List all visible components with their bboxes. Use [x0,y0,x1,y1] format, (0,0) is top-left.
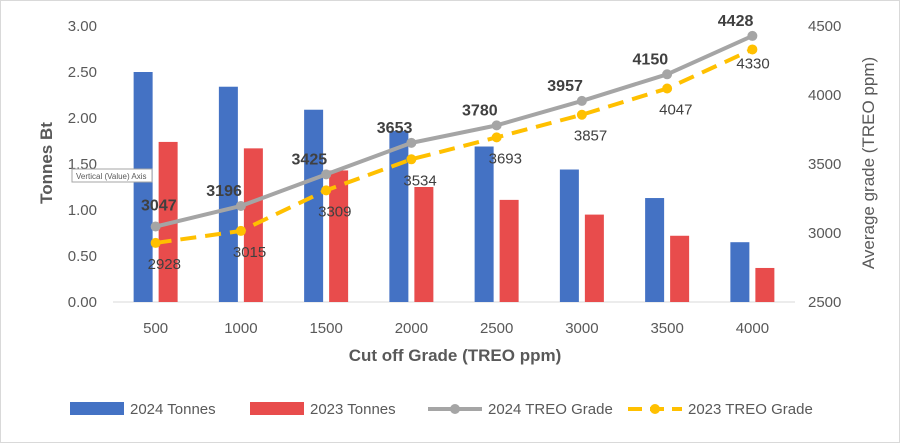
marker-2023-treo-grade[interactable] [747,44,758,55]
legend-label: 2023 Tonnes [310,401,396,418]
bar-2023-tonnes[interactable] [414,187,434,302]
bar-2023-tonnes[interactable] [584,214,604,302]
legend-label: 2023 TREO Grade [688,401,813,418]
legend-item[interactable]: 2024 TREO Grade [428,401,613,418]
y2-tick-label: 4000 [808,87,841,104]
right-axis-ticks: 2500 3000 3500 4000 4500 [808,18,841,311]
data-label-2023-treo-grade: 3693 [489,150,522,167]
marker-2023-treo-grade[interactable] [491,132,502,143]
x-tick-label: 1000 [224,320,257,337]
marker-2024-treo-grade[interactable] [491,120,502,131]
data-label-2024-treo-grade: 4428 [718,13,754,30]
y2-axis-title: Average grade (TREO ppm) [859,57,878,269]
bar-2023-tonnes[interactable] [499,199,519,302]
bar-2023-tonnes[interactable] [329,170,349,302]
legend-marker [650,404,660,414]
bar-2024-tonnes[interactable] [304,109,324,302]
data-label-2024-treo-grade: 3047 [141,198,177,215]
left-axis-ticks: 0.000.501.001.502.002.503.00 [68,18,97,311]
data-label-2023-treo-grade: 3015 [233,244,266,261]
marker-2023-treo-grade[interactable] [576,109,587,120]
x-tick-label: 1500 [309,320,342,337]
bar-2024-tonnes[interactable] [133,72,153,302]
y-tick-label: 0.50 [68,248,97,265]
marker-2023-treo-grade[interactable] [321,185,332,196]
data-labels: 3047 3196 3425 3653 3780 3957 4150 4428 2928 3015… [141,13,770,273]
x-tick-label: 500 [143,320,168,337]
y-tick-label: 3.00 [68,18,97,35]
marker-2024-treo-grade[interactable] [150,221,161,232]
y2-tick-label: 2500 [808,294,841,311]
data-label-2024-treo-grade: 3653 [377,120,413,137]
bar-2024-tonnes[interactable] [474,146,494,302]
x-tick-label: 2500 [480,320,513,337]
bar-2024-tonnes[interactable] [218,86,238,302]
bar-2024-tonnes[interactable] [730,242,750,302]
legend-swatch [70,402,124,415]
legend-item[interactable]: 2024 Tonnes [70,401,216,418]
bar-2024-tonnes[interactable] [559,169,579,302]
x-tick-label: 2000 [395,320,428,337]
data-label-2023-treo-grade: 4047 [659,102,692,119]
legend-label: 2024 Tonnes [130,401,216,418]
data-label-2023-treo-grade: 3857 [574,128,607,145]
line-2023-treo-grade[interactable] [155,47,754,245]
legend-item[interactable]: 2023 Tonnes [250,401,396,418]
legend[interactable]: 2024 Tonnes 2023 Tonnes 2024 TREO Grade 202… [70,401,813,418]
marker-2024-treo-grade[interactable] [406,137,417,148]
data-label-2024-treo-grade: 3196 [206,183,242,200]
marker-2024-treo-grade[interactable] [662,69,673,80]
bar-2023-tonnes[interactable] [755,267,775,302]
data-label-2023-treo-grade: 4330 [736,55,769,72]
x-tick-label: 4000 [736,320,769,337]
marker-2024-treo-grade[interactable] [747,30,758,41]
line-2024-treo-grade[interactable] [155,34,754,229]
y-axis-title: Tonnes Bt [37,122,56,204]
grade-lines[interactable] [150,30,758,248]
y-tick-label: 2.50 [68,64,97,81]
x-tick-label: 3500 [650,320,683,337]
y-tick-label: 0.00 [68,294,97,311]
data-label-2023-treo-grade: 2928 [148,256,181,273]
y2-tick-label: 3000 [808,225,841,242]
bars[interactable] [133,72,775,302]
data-label-2024-treo-grade: 3957 [547,78,583,95]
tooltip-text: Vertical (Value) Axis [76,172,147,181]
legend-item[interactable]: 2023 TREO Grade [628,401,813,418]
tooltip-box [71,168,153,183]
marker-2023-treo-grade[interactable] [406,154,417,165]
bar-2023-tonnes[interactable] [670,235,690,302]
x-tick-label: 3000 [565,320,598,337]
x-axis-title: Cut off Grade (TREO ppm) [349,346,561,365]
legend-marker [450,404,460,414]
y-tick-label: 1.00 [68,202,97,219]
bar-2023-tonnes[interactable] [243,148,263,302]
x-axis-ticks: 500 1000 1500 2000 2500 3000 3500 4000 [143,320,769,337]
bar-2024-tonnes[interactable] [389,130,409,302]
legend-label: 2024 TREO Grade [488,401,613,418]
data-label-2023-treo-grade: 3534 [403,172,436,189]
y2-tick-label: 3500 [808,156,841,173]
marker-2024-treo-grade[interactable] [321,169,332,180]
data-label-2023-treo-grade: 3309 [318,203,351,220]
marker-2023-treo-grade[interactable] [235,225,246,236]
marker-2024-treo-grade[interactable] [235,200,246,211]
marker-2024-treo-grade[interactable] [576,95,587,106]
legend-swatch [250,402,304,415]
data-label-2024-treo-grade: 3425 [292,151,328,168]
bar-2024-tonnes[interactable] [645,198,665,302]
axis-tooltip: Vertical (Value) Axis [71,168,153,183]
y2-tick-label: 4500 [808,18,841,35]
y-tick-label: 2.00 [68,110,97,127]
marker-2023-treo-grade[interactable] [150,237,161,248]
data-label-2024-treo-grade: 3780 [462,102,498,119]
data-label-2024-treo-grade: 4150 [633,51,669,68]
marker-2023-treo-grade[interactable] [662,83,673,94]
